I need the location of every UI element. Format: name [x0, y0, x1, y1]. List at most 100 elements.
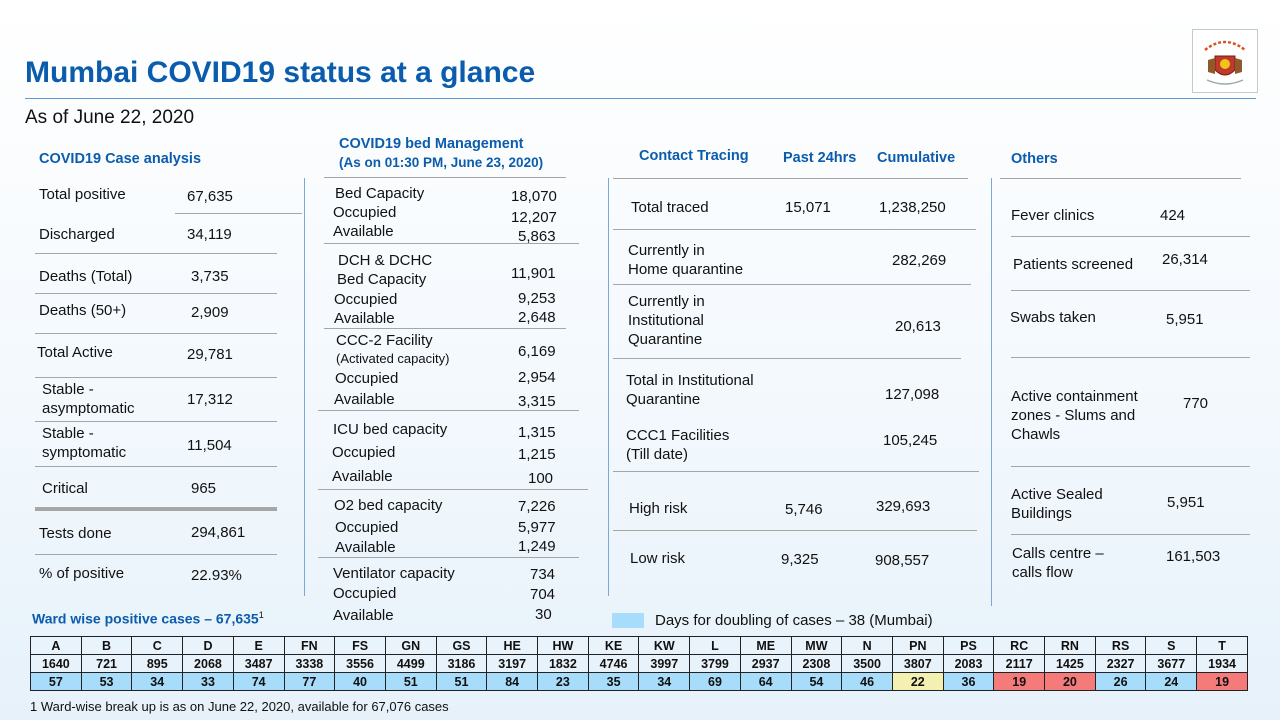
calls-value: 161,503 [1166, 548, 1221, 565]
ward-footnote-marker: 1 [258, 610, 264, 620]
dch-available-label: Available [334, 310, 395, 327]
ward-cases-cell: 2068 [182, 654, 234, 673]
ward-cases-cell: 3197 [486, 654, 539, 673]
tests-done-label: Tests done [39, 525, 112, 542]
bed-available-label: Available [333, 223, 394, 240]
ward-name-cell: E [232, 636, 285, 655]
divider [1011, 466, 1250, 467]
ccc2-occupied-label: Occupied [335, 370, 399, 387]
ward-name-cell: ME [739, 636, 792, 655]
ccc2-available-value: 3,315 [518, 393, 556, 410]
column-divider [608, 178, 609, 596]
swabs-taken-label: Swabs taken [1010, 309, 1096, 326]
ward-name-cell: GS [435, 636, 488, 655]
divider [613, 284, 971, 285]
ward-doubling-cell: 51 [384, 672, 437, 691]
ward-doubling-cell: 23 [537, 672, 589, 691]
ccc2-label-1: CCC-2 Facility [336, 332, 433, 349]
divider [35, 253, 277, 254]
as-of-date: As of June 22, 2020 [25, 107, 195, 128]
discharged-label: Discharged [39, 226, 115, 243]
divider [324, 243, 579, 244]
thick-divider [35, 507, 277, 511]
divider [1011, 236, 1250, 237]
stable-sym-label-1: Stable - [42, 425, 94, 442]
ward-cases-cell: 1425 [1044, 654, 1096, 673]
ward-doubling-cell: 84 [486, 672, 539, 691]
divider [324, 177, 566, 178]
bed-mgmt-heading: COVID19 bed Management [339, 136, 524, 152]
ventilator-capacity-label: Ventilator capacity [333, 565, 455, 582]
total-traced-24h: 15,071 [785, 199, 831, 216]
column-divider [991, 178, 992, 606]
divider [35, 421, 277, 422]
ward-doubling-cell: 36 [942, 672, 995, 691]
percent-positive-value: 22.93% [191, 567, 242, 584]
ward-name-cell: GN [384, 636, 437, 655]
ward-cases-cell: 1832 [537, 654, 589, 673]
deaths-total-label: Deaths (Total) [39, 268, 133, 285]
ward-doubling-cell: 33 [182, 672, 234, 691]
ward-name-cell: RC [993, 636, 1046, 655]
ventilator-available-value: 30 [535, 606, 552, 623]
total-inst-label-1: Total in Institutional [626, 372, 754, 389]
divider [35, 333, 277, 334]
ward-name-cell: C [131, 636, 184, 655]
inst-q-cumulative: 20,613 [895, 318, 941, 335]
ward-cases-cell: 1640 [30, 654, 82, 673]
ward-doubling-cell: 19 [1196, 672, 1248, 691]
ward-doubling-cell: 40 [334, 672, 386, 691]
ward-cases-cell: 3186 [435, 654, 488, 673]
ward-doubling-cell: 34 [131, 672, 184, 691]
ccc1-label-2: (Till date) [626, 446, 688, 463]
ward-doubling-cell: 74 [232, 672, 285, 691]
divider [318, 410, 579, 411]
bmc-emblem-icon [1204, 40, 1246, 85]
ward-name-cell: FN [283, 636, 336, 655]
ward-doubling-cell: 77 [283, 672, 336, 691]
stable-asym-label-1: Stable - [42, 381, 94, 398]
doubling-legend-text: Days for doubling of cases – 38 (Mumbai) [655, 612, 933, 629]
ward-doubling-row: 57 53 34 33 74 77 40 51 51 84 23 35 34 69 64 54 46 22 36 19… [30, 672, 1248, 691]
ward-cases-cell: 3997 [638, 654, 691, 673]
bed-occupied-label: Occupied [333, 204, 397, 221]
dch-available-value: 2,648 [518, 309, 556, 326]
ward-doubling-cell: 34 [638, 672, 691, 691]
discharged-value: 34,119 [187, 226, 232, 243]
ward-cases-cell: 3500 [841, 654, 893, 673]
ward-cases-cell: 3677 [1145, 654, 1198, 673]
ward-doubling-cell: 26 [1094, 672, 1147, 691]
ward-cases-cell: 2327 [1094, 654, 1147, 673]
stable-asym-label-2: asymptomatic [42, 400, 135, 417]
divider [1011, 534, 1250, 535]
stable-asym-value: 17,312 [187, 391, 233, 408]
ward-cases-cell: 2083 [942, 654, 995, 673]
others-heading: Others [1011, 151, 1058, 167]
dch-occupied-value: 9,253 [518, 290, 556, 307]
swabs-taken-value: 5,951 [1166, 311, 1204, 328]
title-divider [25, 98, 1256, 99]
total-inst-cumulative: 127,098 [885, 386, 940, 403]
low-risk-24h: 9,325 [781, 551, 819, 568]
ccc2-occupied-value: 2,954 [518, 369, 556, 386]
ward-cases-cell: 1934 [1196, 654, 1248, 673]
critical-value: 965 [191, 480, 217, 497]
containment-label-2: zones - Slums and [1011, 407, 1136, 424]
ward-doubling-cell: 22 [891, 672, 944, 691]
ward-name-cell: B [80, 636, 133, 655]
ward-doubling-cell: 51 [435, 672, 488, 691]
ward-name-cell: RS [1094, 636, 1147, 655]
containment-value: 770 [1183, 395, 1209, 412]
o2-occupied-label: Occupied [335, 519, 399, 536]
o2-occupied-value: 5,977 [518, 519, 556, 536]
containment-label-3: Chawls [1011, 426, 1061, 443]
ward-cases-cell: 3556 [334, 654, 386, 673]
ward-cases-cell: 2308 [790, 654, 843, 673]
patients-screened-label: Patients screened [1013, 256, 1134, 273]
ward-name-cell: KE [587, 636, 640, 655]
ward-doubling-cell: 64 [739, 672, 792, 691]
bed-occupied-value: 12,207 [511, 209, 557, 226]
divider [613, 471, 979, 472]
bed-capacity-label: Bed Capacity [335, 185, 425, 202]
divider [613, 530, 977, 531]
